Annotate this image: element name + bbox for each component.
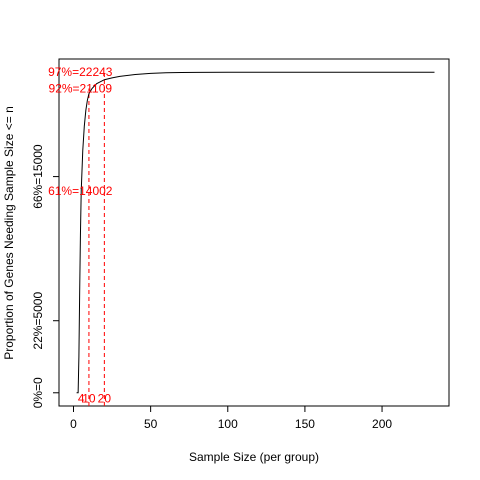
y-tick-label: 22%=5000: [31, 292, 45, 350]
y-tick-label: 66%=15000: [31, 144, 45, 209]
y-tick-label: 0%=0: [31, 377, 45, 408]
x-tick-label: 100: [218, 417, 238, 431]
annotation-label: 92%=21109: [49, 82, 113, 96]
plot-frame: [58, 58, 450, 407]
vertical-reference-lines: [88, 72, 105, 406]
x-axis-title: Sample Size (per group): [189, 450, 319, 464]
y-axis-title: Proportion of Genes Needing Sample Size …: [2, 106, 16, 360]
annotation-label: 20: [98, 391, 112, 405]
series-line: [76, 71, 435, 394]
annotations: 97%=22243 92%=21109 61%=14002 410 20: [48, 65, 113, 405]
annotation-label: 10: [82, 391, 96, 405]
x-tick-label: 0: [70, 417, 77, 431]
x-tick-label: 150: [295, 417, 315, 431]
annotation-label: 97%=22243: [48, 65, 113, 79]
x-tick-label: 200: [372, 417, 392, 431]
x-axis: 0 50 100 150 200: [70, 405, 392, 431]
y-axis: 0%=0 22%=5000 66%=15000: [31, 144, 60, 408]
annotation-label: 4: [78, 391, 85, 405]
annotation-label: 61%=14002: [48, 184, 113, 198]
x-tick-label: 50: [144, 417, 158, 431]
